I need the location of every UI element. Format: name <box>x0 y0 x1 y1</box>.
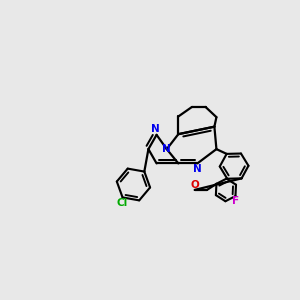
Text: N: N <box>152 124 160 134</box>
Text: O: O <box>190 179 199 190</box>
Text: F: F <box>232 196 239 206</box>
Text: N: N <box>193 164 202 174</box>
Text: Cl: Cl <box>116 198 128 208</box>
Text: N: N <box>162 144 170 154</box>
